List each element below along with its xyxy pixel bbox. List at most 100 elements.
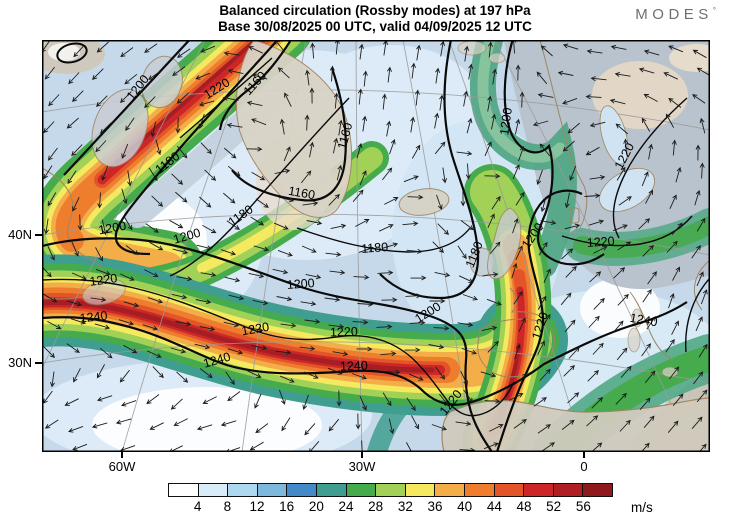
wind-arrow	[199, 368, 213, 379]
wind-arrow	[694, 189, 701, 206]
wind-arrow	[613, 267, 626, 279]
header: Balanced circulation (Rossby modes) at 1…	[0, 0, 750, 35]
wind-arrow	[99, 347, 113, 359]
wind-arrow	[353, 274, 370, 280]
wind-arrow	[176, 92, 189, 104]
wind-arrow	[301, 245, 317, 253]
wind-arrow	[585, 94, 602, 100]
wind-arrow	[539, 368, 551, 381]
wind-arrow	[536, 169, 543, 186]
wind-arrow	[272, 268, 289, 275]
wind-arrow	[66, 343, 80, 353]
wind-arrow	[537, 295, 547, 310]
wind-arrow	[647, 271, 657, 285]
wind-arrow	[115, 418, 132, 425]
wind-arrow	[537, 340, 545, 355]
wind-arrow	[406, 442, 414, 452]
wind-arrow	[202, 396, 217, 404]
wind-arrow	[144, 269, 159, 277]
wind-arrow	[540, 45, 553, 57]
wind-arrow	[389, 138, 396, 155]
contour-label: 1180	[361, 240, 389, 256]
wind-arrow	[384, 369, 401, 375]
wind-arrow	[388, 418, 395, 435]
wind-arrow	[175, 191, 188, 203]
wind-arrow	[483, 442, 499, 450]
wind-arrow	[96, 395, 113, 402]
wind-arrow	[277, 67, 290, 79]
wind-arrow	[299, 346, 316, 351]
wind-arrow	[127, 170, 133, 187]
wind-arrow	[44, 66, 55, 80]
wind-arrow	[466, 117, 473, 134]
wind-arrow	[284, 92, 292, 107]
wind-arrow	[564, 223, 581, 230]
wind-arrow	[671, 139, 677, 156]
wind-arrow	[609, 98, 626, 105]
wind-arrow	[220, 420, 237, 427]
wind-arrow	[468, 63, 474, 80]
wind-arrow	[536, 71, 548, 85]
wind-arrow	[66, 117, 79, 129]
wind-arrow	[251, 345, 268, 351]
wind-arrow	[380, 351, 397, 357]
wind-arrow	[155, 139, 162, 156]
wind-arrow	[226, 122, 243, 128]
wind-arrow	[641, 343, 651, 357]
wind-arrow	[618, 196, 632, 206]
wind-arrow	[92, 68, 104, 80]
wind-arrow	[43, 346, 55, 358]
wind-arrow	[593, 246, 608, 254]
wind-arrow	[409, 320, 426, 326]
wind-arrow	[324, 297, 341, 302]
wind-arrow	[410, 275, 427, 281]
x-axis-label: 30W	[348, 459, 376, 474]
wind-arrow	[459, 275, 474, 283]
wind-arrow	[699, 162, 705, 179]
wind-arrow	[227, 165, 241, 177]
wind-arrow	[222, 95, 239, 101]
wind-arrow	[356, 142, 363, 159]
wind-arrow	[119, 369, 130, 383]
wind-arrow	[96, 95, 108, 107]
colorbar-tick: 12	[249, 499, 265, 514]
wind-arrow	[302, 394, 309, 411]
wind-arrow	[118, 319, 135, 326]
colorbar-tick: 8	[223, 499, 232, 514]
wind-arrow	[50, 371, 55, 388]
wind-arrow	[623, 138, 629, 155]
wind-arrow	[225, 371, 235, 386]
wind-arrow	[537, 92, 554, 98]
wind-arrow	[463, 90, 469, 107]
wind-arrow	[43, 165, 53, 180]
wind-arrow	[43, 218, 49, 235]
wind-arrow	[72, 90, 84, 102]
wind-arrow	[567, 392, 580, 404]
wind-arrow	[198, 113, 205, 130]
wind-arrow	[484, 141, 492, 157]
wind-arrow	[125, 117, 135, 131]
wind-arrow	[563, 365, 575, 377]
wind-arrow	[484, 173, 501, 179]
wind-arrow	[148, 70, 162, 80]
wind-arrow	[278, 389, 286, 405]
wind-arrow	[457, 322, 474, 328]
wind-arrow	[176, 145, 188, 159]
wind-arrow	[175, 321, 192, 327]
wind-arrow	[463, 389, 473, 403]
wind-arrow	[255, 423, 269, 434]
wind-arrow	[482, 272, 499, 278]
wind-arrow	[460, 220, 474, 231]
wind-arrow	[275, 350, 292, 355]
wind-arrow	[589, 271, 602, 283]
wind-arrow	[359, 170, 367, 186]
colorbar-tick: 44	[486, 499, 502, 514]
wind-arrow	[276, 296, 293, 302]
wind-arrow	[410, 116, 416, 133]
y-axis-label: 30N	[8, 355, 32, 370]
wind-arrow	[144, 43, 158, 53]
wind-arrow	[43, 293, 58, 303]
contour-label: 1160	[287, 184, 316, 202]
colorbar-tick: 24	[338, 499, 354, 514]
wind-arrow	[515, 191, 525, 206]
